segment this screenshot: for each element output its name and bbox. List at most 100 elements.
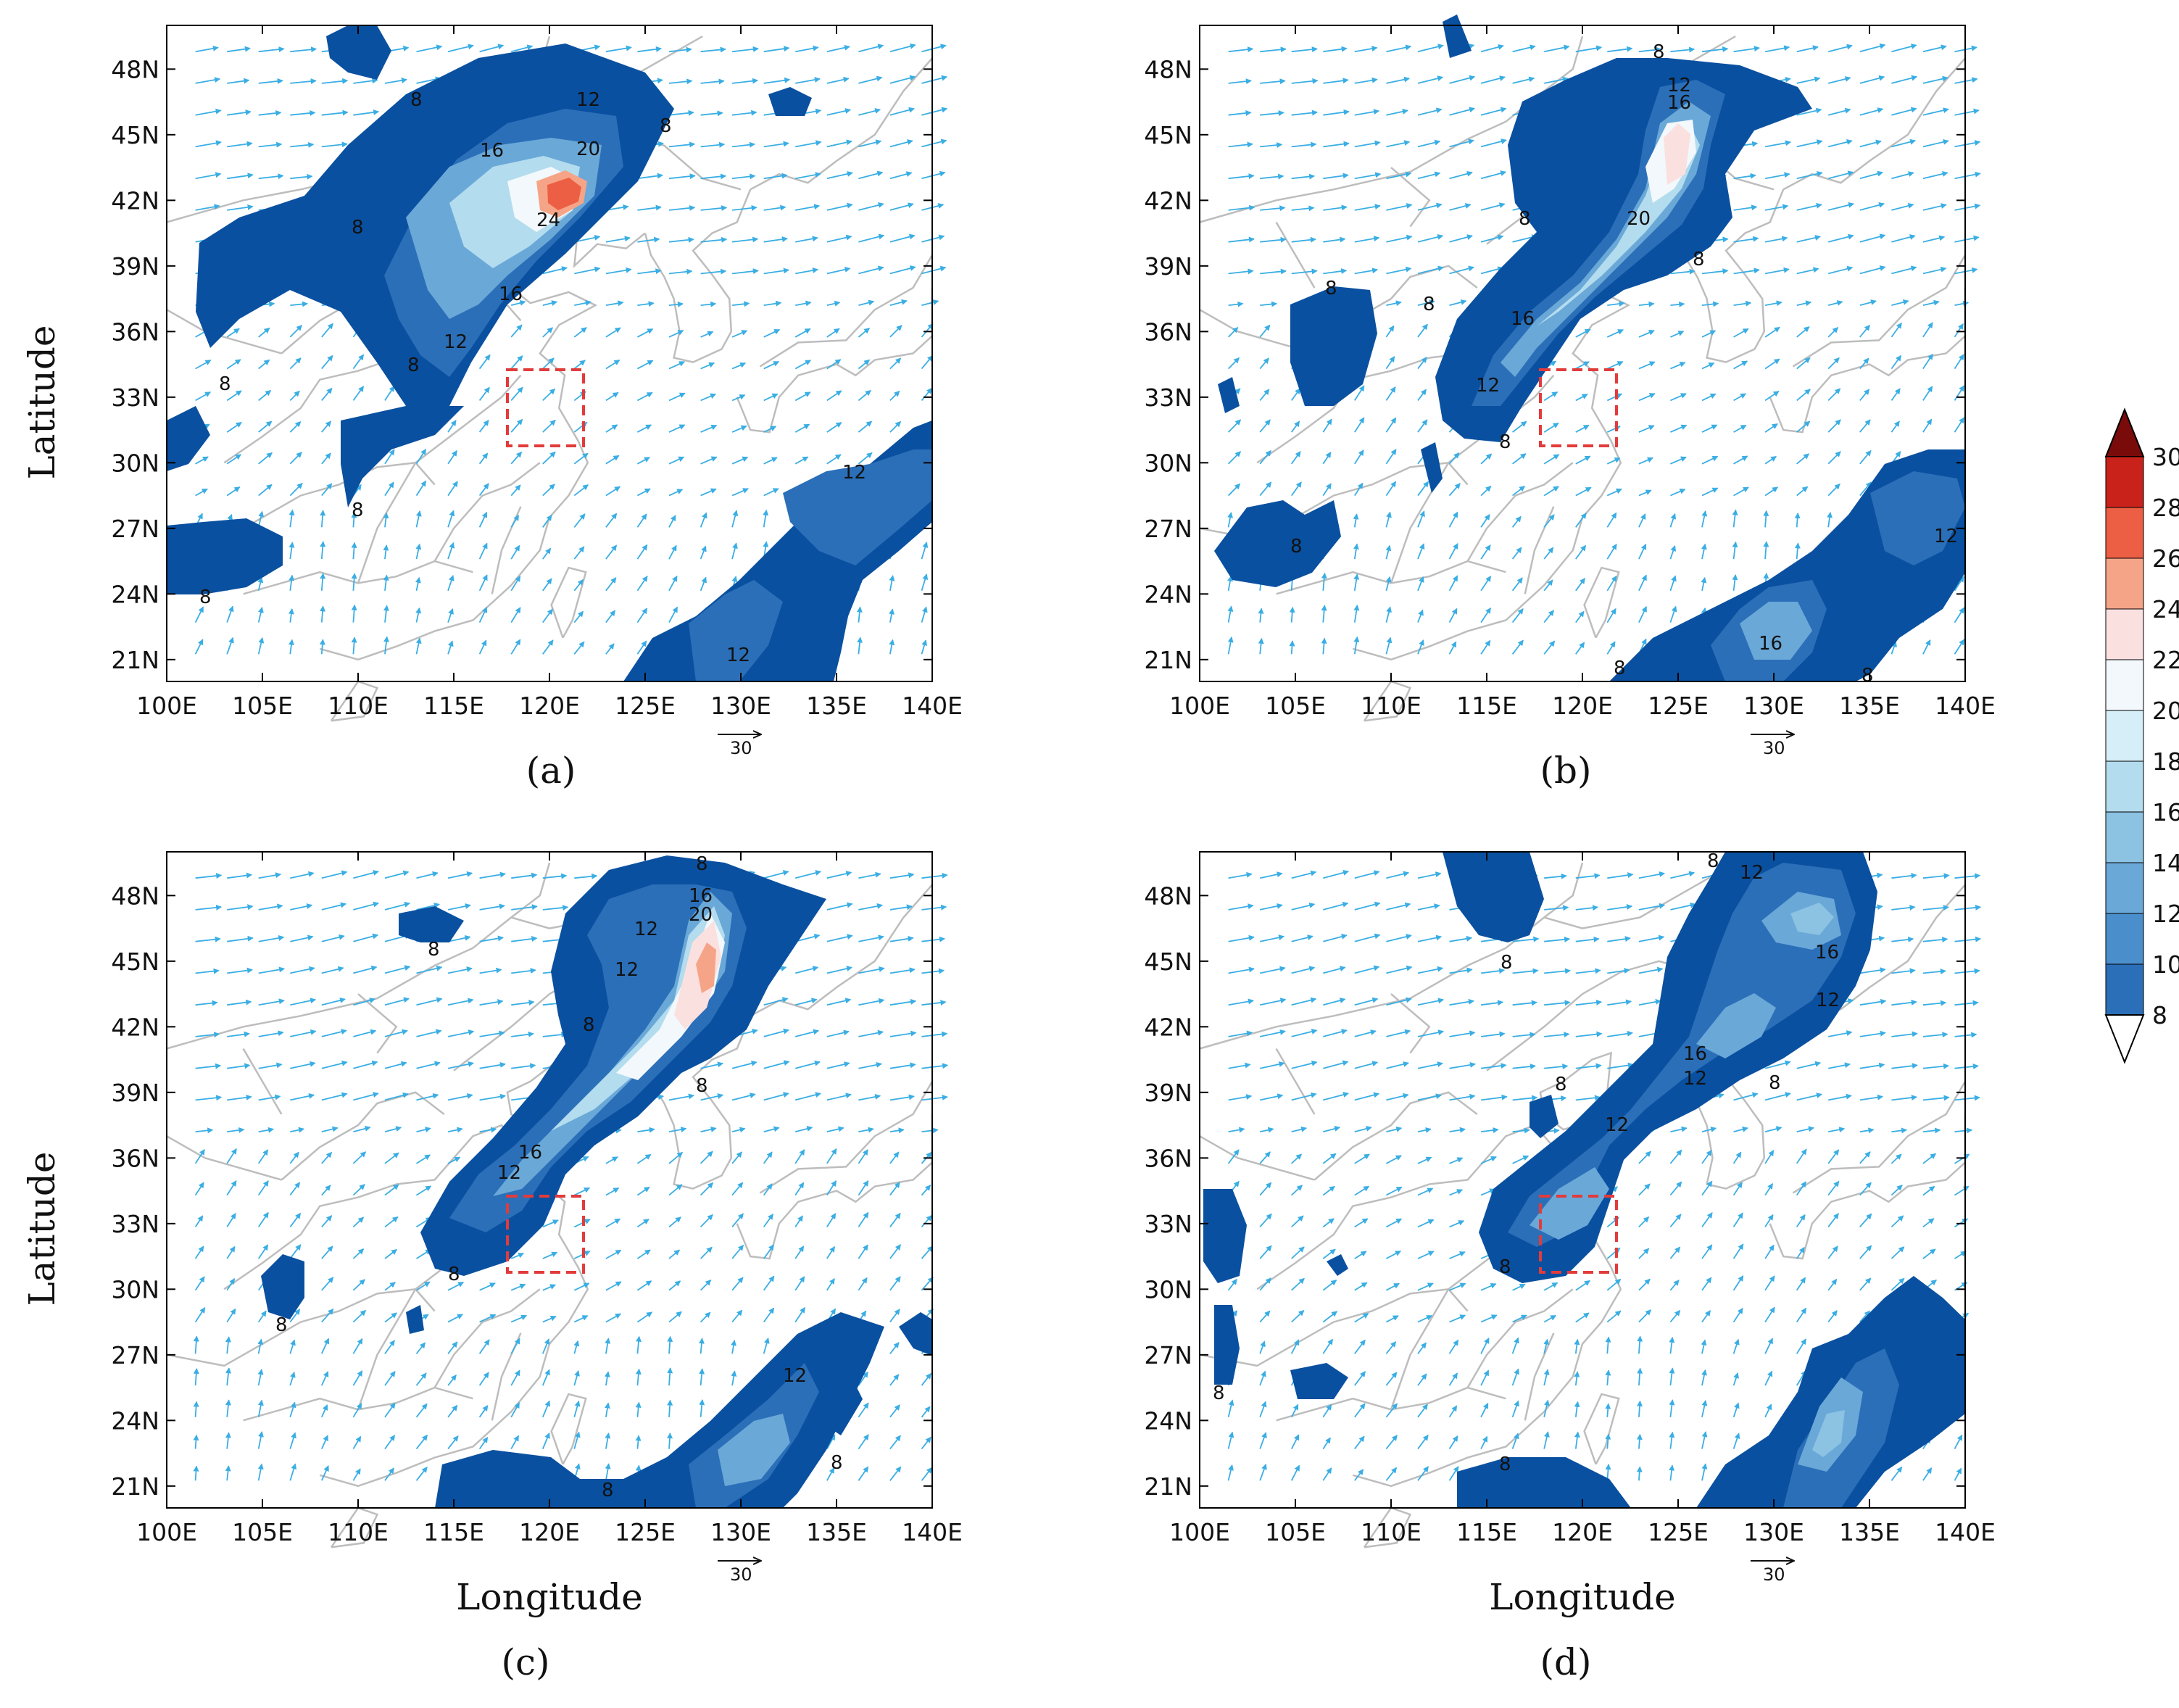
wind-vector (573, 484, 589, 497)
wind-vector (636, 544, 648, 560)
wind-vector (668, 78, 693, 85)
contour-label: 24 (536, 210, 560, 231)
wind-vector (320, 573, 326, 591)
wind-vector (195, 204, 220, 211)
wind-vector (1228, 268, 1254, 275)
wind-vector (605, 391, 619, 402)
wind-vector (1701, 301, 1719, 307)
wind-vector (1227, 419, 1242, 433)
wind-vector (1796, 76, 1821, 84)
latitude-tick-label: 24N (1144, 1406, 1192, 1435)
contour-label: 8 (1862, 665, 1874, 687)
wind-vector (1796, 326, 1810, 338)
wind-vector (510, 299, 526, 306)
wind-vector (1386, 140, 1411, 148)
latitude-tick-label: 39N (111, 1079, 159, 1107)
vector-reference-label: 30 (1763, 1564, 1785, 1585)
border-line (415, 374, 522, 464)
contour-label: 20 (689, 904, 713, 926)
wind-vector (605, 359, 621, 370)
wind-vector (1733, 300, 1752, 307)
wind-vector (826, 44, 850, 53)
wind-vector (700, 512, 707, 528)
wind-vector (320, 510, 326, 528)
wind-vector (795, 300, 812, 307)
contour-label: 8 (428, 939, 440, 961)
wind-vector (1638, 574, 1647, 592)
wind-vector (921, 542, 929, 560)
y-axis-title: Latitude (21, 326, 63, 480)
wind-vector (1701, 393, 1717, 402)
wind-vector (1480, 453, 1493, 465)
wind-vector (700, 576, 707, 592)
latitude-tick-label: 24N (1144, 580, 1192, 608)
wind-vector (195, 77, 221, 84)
wind-vector (1291, 78, 1319, 84)
wind-vector (510, 514, 520, 528)
wind-vector (384, 449, 395, 465)
wind-vector (668, 268, 693, 275)
longitude-tick-label: 105E (1265, 1518, 1326, 1546)
wind-vector (1227, 605, 1234, 623)
wind-vector (290, 110, 316, 116)
wind-vector (668, 544, 677, 560)
latitude-tick-label: 42N (1144, 186, 1192, 215)
wind-vector (668, 109, 694, 116)
wind-vector (1449, 299, 1467, 306)
vector-reference-label: 30 (730, 1564, 752, 1585)
wind-vector (858, 139, 882, 148)
latitude-tick-label: 45N (1144, 948, 1192, 976)
wind-vector (1575, 486, 1592, 497)
contour-label: 12 (726, 644, 750, 666)
wind-vector (1669, 545, 1677, 560)
wind-vector (668, 392, 686, 402)
precip-shading (167, 25, 932, 681)
wind-vector (1670, 362, 1686, 370)
wind-vector (1353, 573, 1360, 591)
wind-vector (258, 141, 283, 148)
colorbar-tick-label: 14 (2152, 849, 2179, 877)
latitude-tick-label: 33N (1144, 384, 1192, 412)
wind-vector (731, 488, 750, 497)
wind-vector (289, 390, 300, 402)
wind-vector (1322, 418, 1332, 433)
wind-vector (637, 236, 660, 243)
longitude-tick-label: 140E (1935, 692, 1996, 720)
wind-vector (1732, 574, 1738, 591)
wind-vector (257, 637, 265, 655)
wind-vector (1227, 483, 1241, 497)
wind-vector (1669, 513, 1677, 528)
wind-vector (1796, 300, 1812, 307)
wind-vector (1322, 452, 1332, 465)
wind-vector (1449, 234, 1473, 243)
wind-vector (668, 361, 686, 370)
wind-vector (858, 202, 884, 211)
wind-vector (1480, 138, 1507, 148)
wind-vector (1386, 203, 1413, 211)
wind-vector (668, 606, 678, 623)
contour-label: 16 (1759, 633, 1782, 655)
wind-vector (1289, 606, 1295, 623)
wind-vector (290, 141, 315, 148)
wind-vector (668, 141, 696, 148)
map-panel-d: 8 12 8 16 12 16 12 8 8 12 8 8 8 100E 105E… (1144, 850, 1996, 1683)
longitude-tick-label: 100E (136, 1518, 197, 1546)
wind-vector (605, 327, 621, 338)
wind-vector (700, 488, 717, 497)
longitude-tick-label: 125E (1648, 692, 1709, 720)
wind-vector (195, 360, 212, 370)
wind-vector (605, 486, 621, 497)
wind-vector (1796, 267, 1819, 275)
wind-vector (1669, 575, 1677, 592)
contour-label: 8 (199, 586, 212, 608)
wind-vector (1606, 608, 1616, 623)
wind-vector (258, 452, 273, 465)
wind-vector (921, 355, 934, 370)
wind-vector (1607, 46, 1633, 53)
wind-vector (858, 420, 873, 433)
wind-vector (1575, 328, 1591, 338)
wind-vector (921, 43, 947, 53)
wind-vector (763, 360, 780, 370)
wind-vector (1606, 488, 1622, 497)
wind-vector (731, 510, 739, 528)
